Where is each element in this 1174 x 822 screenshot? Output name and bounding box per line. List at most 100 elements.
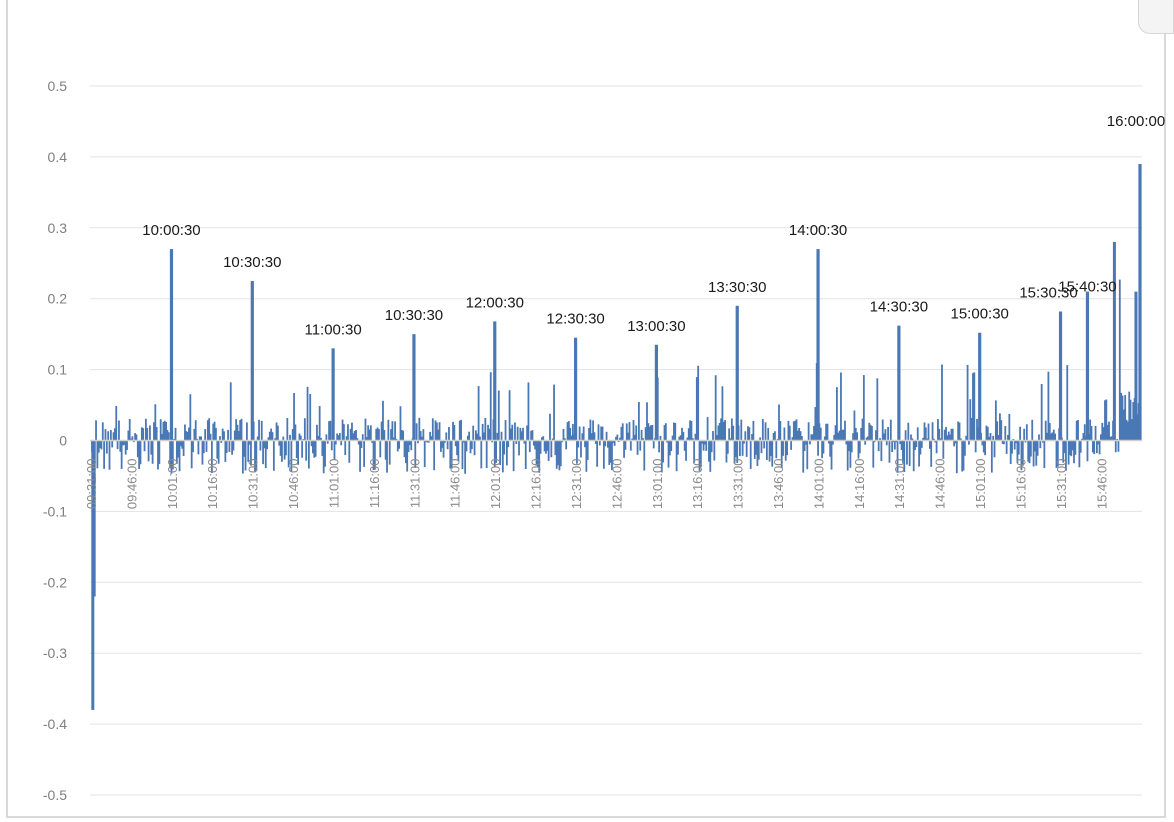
- bar: [861, 418, 864, 441]
- bar: [900, 440, 903, 450]
- bar: [237, 431, 240, 441]
- bar: [538, 440, 541, 473]
- bar: [774, 431, 776, 441]
- bar: [128, 419, 131, 441]
- bar: [258, 419, 260, 441]
- bar: [151, 440, 154, 464]
- bar: [170, 440, 173, 474]
- y-tick-label: -0.4: [43, 716, 67, 732]
- bar: [219, 436, 221, 441]
- bar: [390, 429, 392, 441]
- bar: [448, 427, 450, 441]
- bar: [1074, 440, 1077, 455]
- peak-label: 10:30:30: [385, 307, 443, 324]
- bar: [612, 440, 615, 443]
- bar: [920, 440, 923, 448]
- bar: [553, 384, 555, 441]
- bar: [523, 440, 526, 444]
- bar: [856, 432, 859, 441]
- bar: [241, 440, 244, 474]
- bar: [518, 440, 520, 456]
- bar: [310, 440, 313, 447]
- peak-bar: [816, 249, 820, 441]
- bar: [767, 428, 770, 441]
- bar: [685, 440, 687, 461]
- bar: [702, 440, 705, 451]
- bar: [969, 399, 972, 441]
- bar: [404, 440, 407, 464]
- bar: [1063, 440, 1066, 454]
- bar: [118, 420, 120, 441]
- bar: [395, 438, 398, 441]
- bar: [605, 431, 608, 441]
- bar: [150, 440, 153, 455]
- bar: [526, 425, 528, 441]
- bar: [722, 421, 725, 441]
- bar: [834, 425, 837, 441]
- bar: [604, 440, 607, 447]
- bar: [519, 427, 522, 441]
- bar: [919, 440, 922, 455]
- bar: [101, 422, 104, 441]
- bar: [157, 440, 159, 470]
- bar: [530, 430, 533, 441]
- bar: [1005, 440, 1008, 454]
- bar: [1128, 391, 1131, 441]
- bar: [201, 440, 204, 465]
- bar: [461, 440, 464, 470]
- bar: [946, 435, 949, 441]
- bar: [307, 440, 310, 469]
- bar: [108, 440, 111, 470]
- bar: [376, 427, 379, 441]
- bar: [528, 440, 531, 453]
- bar: [1038, 434, 1040, 441]
- x-tick-label: 13:01:00: [650, 459, 665, 510]
- bar: [660, 440, 663, 473]
- x-tick-label: 12:46:00: [609, 459, 624, 510]
- bar: [545, 440, 547, 454]
- bar: [228, 440, 231, 452]
- peak-bar: [493, 321, 497, 441]
- bar: [860, 427, 863, 441]
- bar: [911, 438, 914, 441]
- x-tick-label: 10:16:00: [205, 459, 220, 510]
- bar: [1121, 395, 1124, 441]
- bar: [431, 418, 434, 441]
- bar: [205, 440, 208, 452]
- bar: [334, 440, 337, 445]
- bar: [1131, 419, 1133, 441]
- bar: [126, 440, 128, 451]
- bar: [174, 427, 177, 441]
- bar: [112, 432, 115, 441]
- bar: [496, 432, 499, 441]
- bar: [1042, 440, 1044, 443]
- bar: [387, 419, 390, 441]
- y-tick-label: 0: [59, 433, 67, 449]
- bar: [505, 440, 508, 466]
- bar: [457, 440, 460, 462]
- bar: [250, 440, 252, 466]
- bar: [337, 435, 340, 441]
- bar: [135, 434, 138, 441]
- bar: [394, 421, 396, 441]
- bar: [908, 440, 911, 466]
- bar: [726, 440, 729, 454]
- bar: [396, 440, 399, 452]
- y-tick-label: 0.1: [48, 362, 68, 378]
- bar: [632, 420, 635, 441]
- bar: [470, 440, 473, 450]
- bar: [209, 433, 212, 441]
- bar: [336, 433, 339, 441]
- x-tick-label: 13:16:00: [690, 459, 705, 510]
- bar: [338, 433, 341, 441]
- bar: [557, 440, 559, 466]
- x-tick-label: 15:01:00: [973, 459, 988, 510]
- bar: [955, 440, 958, 474]
- bar: [668, 440, 671, 456]
- x-tick-label: 15:31:00: [1054, 459, 1069, 510]
- bar: [942, 440, 945, 459]
- bar: [892, 440, 895, 443]
- bar: [500, 431, 503, 441]
- bar: [139, 440, 142, 465]
- bar: [916, 427, 919, 441]
